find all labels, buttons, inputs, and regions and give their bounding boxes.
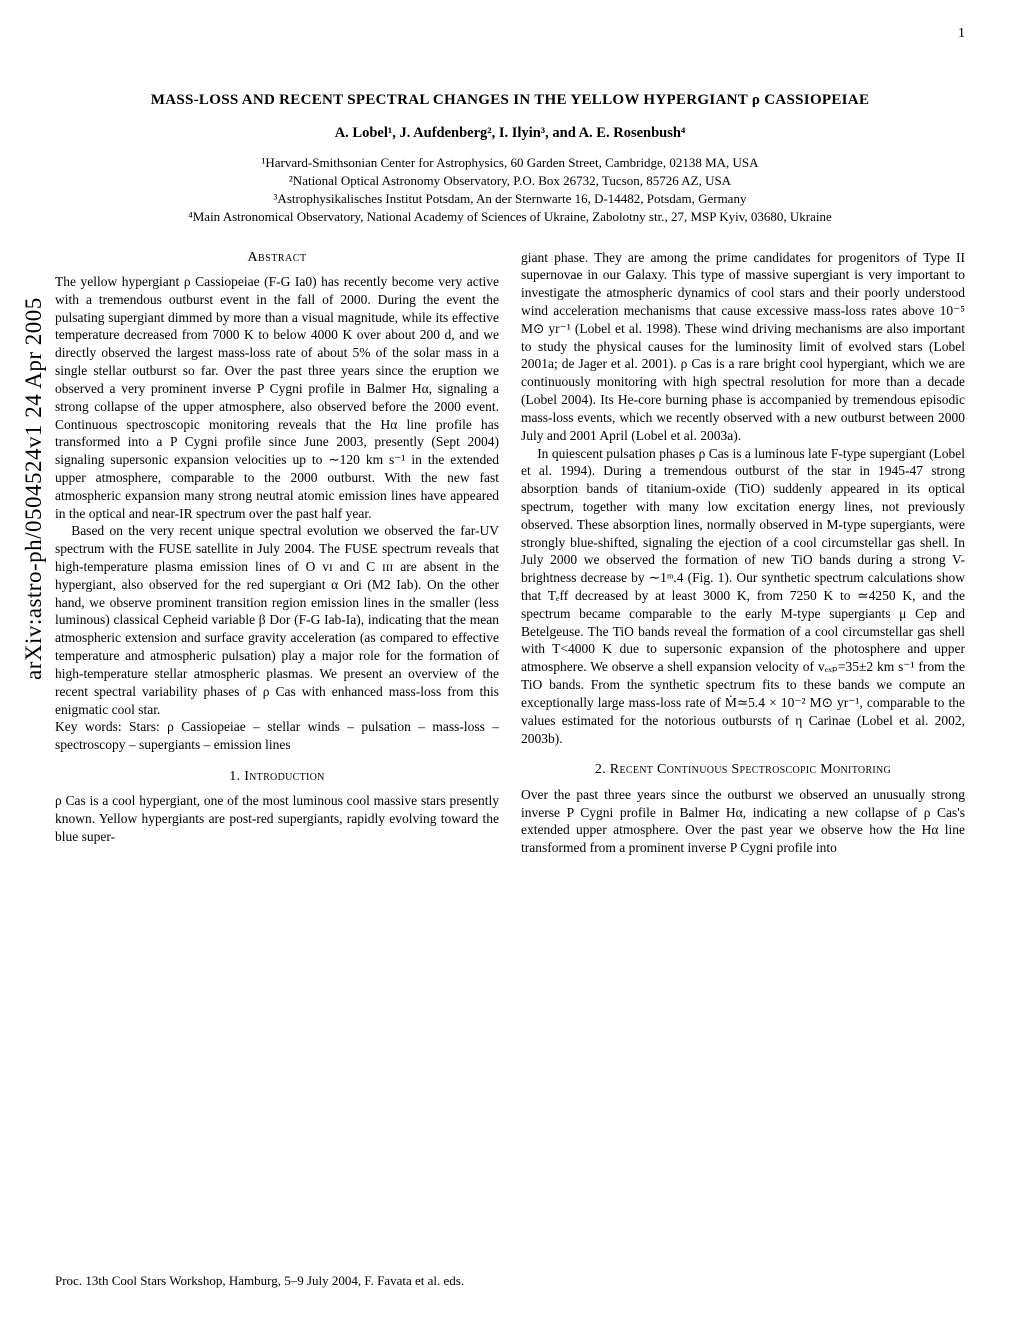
intro-paragraph-2: In quiescent pulsation phases ρ Cas is a…: [521, 445, 965, 748]
abstract-heading: Abstract: [55, 249, 499, 267]
abstract-paragraph-1: The yellow hypergiant ρ Cassiopeiae (F-G…: [55, 273, 499, 522]
body-columns: Abstract The yellow hypergiant ρ Cassiop…: [55, 249, 965, 857]
section-2-heading: 2. Recent Continuous Spectroscopic Monit…: [521, 761, 965, 779]
section-2-paragraph-1: Over the past three years since the outb…: [521, 786, 965, 857]
affiliation-3: ³Astrophysikalisches Institut Potsdam, A…: [55, 190, 965, 208]
affiliation-4: ⁴Main Astronomical Observatory, National…: [55, 208, 965, 226]
intro-paragraph-1: ρ Cas is a cool hypergiant, one of the m…: [55, 792, 499, 845]
affiliations-block: ¹Harvard-Smithsonian Center for Astrophy…: [55, 154, 965, 227]
paper-title: MASS-LOSS AND RECENT SPECTRAL CHANGES IN…: [115, 90, 905, 110]
abstract-paragraph-2: Based on the very recent unique spectral…: [55, 522, 499, 718]
arxiv-identifier: arXiv:astro-ph/0504524v1 24 Apr 2005: [18, 297, 49, 680]
affiliation-2: ²National Optical Astronomy Observatory,…: [55, 172, 965, 190]
section-1-heading: 1. Introduction: [55, 768, 499, 786]
page-number: 1: [958, 25, 965, 44]
affiliation-1: ¹Harvard-Smithsonian Center for Astrophy…: [55, 154, 965, 172]
intro-paragraph-1-cont: giant phase. They are among the prime ca…: [521, 249, 965, 445]
proceedings-footer: Proc. 13th Cool Stars Workshop, Hamburg,…: [55, 1272, 464, 1290]
keywords-line: Key words: Stars: ρ Cassiopeiae – stella…: [55, 718, 499, 754]
authors-line: A. Lobel¹, J. Aufdenberg², I. Ilyin³, an…: [55, 124, 965, 144]
